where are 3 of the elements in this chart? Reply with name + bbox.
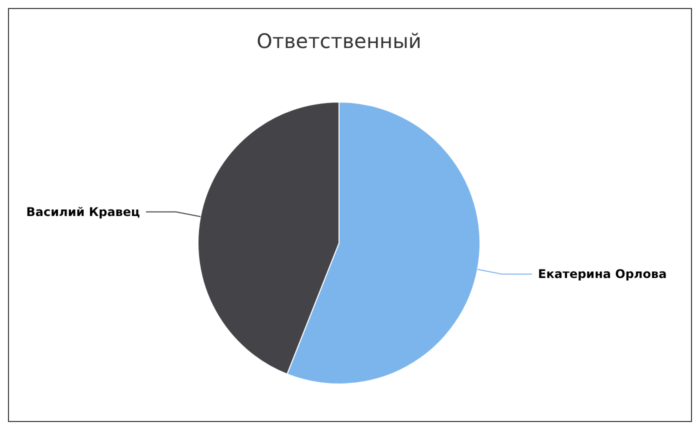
slice-label: Екатерина Орлова	[538, 267, 667, 282]
slice-label: Василий Кравец	[26, 204, 140, 219]
chart-title: Ответственный	[256, 29, 422, 53]
